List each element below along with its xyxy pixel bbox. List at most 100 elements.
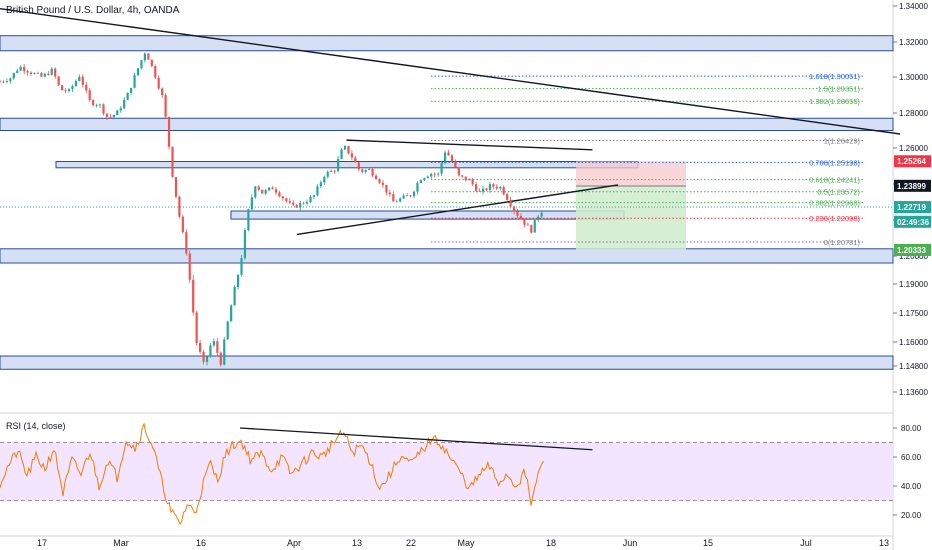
candle-body [209,345,212,357]
price-tick-label: 1.14800 [899,362,928,371]
candle-body [471,179,474,185]
candle-body [29,72,33,75]
candle-body [540,212,543,217]
candle-body [130,87,133,93]
candle-body [530,225,533,233]
candle-body [136,68,140,76]
candle-body [364,169,367,172]
candle-body [12,72,15,79]
candle-body [192,279,195,313]
price-tick-label: 1.30000 [899,73,928,82]
candle-body [9,78,12,82]
candle-body [506,194,509,200]
candle-body [140,60,143,69]
trendline [296,184,619,236]
candle-body [40,73,43,77]
candle-body [326,171,329,177]
candle-body [57,76,60,86]
candle-body [230,305,233,322]
candle-body [309,196,312,203]
candle-body [319,182,322,187]
candle-body [499,187,502,189]
candle-body [288,201,291,203]
candle-body [264,190,267,194]
candle-body [216,341,219,353]
fib-level-label: 0(1.20781) [824,238,861,247]
candle-body [385,184,388,193]
candle-body [274,189,278,193]
candle-body [537,216,540,221]
support-resistance-zone [0,35,894,52]
candle-body [92,100,95,106]
candle-body [78,76,81,82]
candle-body [247,209,250,231]
candle-body [495,186,498,189]
candle-body [488,184,491,190]
candle-body [167,116,171,147]
candle-body [485,188,488,190]
candle-body [502,187,505,195]
candle-body [509,199,512,207]
time-tick-label: May [457,538,475,548]
candle-body [61,85,64,91]
price-tick-label: 1.28000 [899,109,928,118]
candle-body [161,88,164,96]
rsi-tick-label: 40.00 [901,482,922,491]
time-axis: 17 Mar 16 Apr 13 22 May 18 Jun 15 Jul 13 [37,538,889,548]
time-tick-label: Jun [623,538,638,548]
price-tick-label: 1.13600 [899,388,928,397]
candle-body [243,230,247,259]
candle-body [202,351,205,362]
candle-body [395,201,398,203]
time-tick-label: 13 [352,538,362,548]
support-resistance-zone [0,355,894,370]
candle-body [133,75,136,88]
candle-body [478,190,481,192]
time-tick-label: 15 [703,538,713,548]
candle-body [171,146,174,178]
candle-body [433,173,436,175]
candle-body [475,184,478,191]
candle-body [430,173,433,177]
rsi-tick-label: 60.00 [901,453,922,462]
candle-body [450,155,454,162]
fib-level-label: 1.618(1.30051) [809,72,860,81]
candle-body [374,175,378,180]
fib-level-label: 0.786(1.25198) [809,158,860,167]
candle-body [50,68,53,75]
price-label-box [894,215,931,228]
trendline [346,139,593,151]
fib-level-label: 1.382(1.28655) [809,97,860,106]
candle-body [185,232,188,254]
candle-body [464,176,467,181]
chart-title: British Pound / U.S. Dollar, 4h, OANDA [6,5,180,16]
trendline [0,8,901,135]
candle-body [381,182,385,185]
fib-level-label: 0.618(1.24241) [809,176,860,185]
candle-body [392,194,395,202]
candle-body [254,186,257,198]
candle-body [295,204,298,208]
candle-body [378,179,381,183]
support-resistance-zone [0,117,894,131]
time-tick-label: 22 [406,538,416,548]
candle-body [399,198,402,202]
candle-body [492,184,495,187]
time-tick-label: Mar [113,538,129,548]
price-label-text: 1.25264 [897,157,926,166]
candle-body [516,211,519,216]
candle-body [174,177,178,197]
candle-body [81,76,84,85]
candle-body [268,187,271,191]
candle-body [523,219,526,225]
candle-body [181,216,184,233]
candle-body [330,170,333,172]
candle-body [147,53,150,60]
price-tick-label: 1.32000 [899,38,928,47]
candle-body [519,215,523,220]
candle-body [423,178,426,181]
candle-body [512,206,516,212]
candle-body [47,73,50,75]
candle-body [481,188,485,192]
